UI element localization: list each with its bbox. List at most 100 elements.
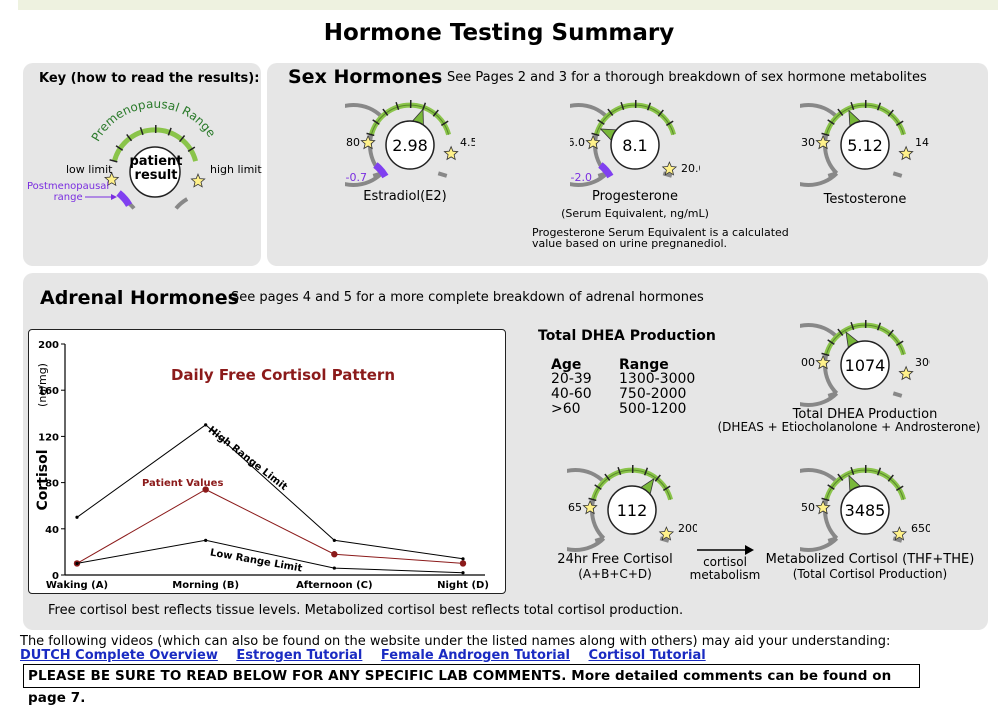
metabolized-cortisol-sublabel: (Total Cortisol Production) <box>755 567 985 581</box>
metabolism-line2: metabolism <box>684 569 766 582</box>
gauge-high-value: 14.00 <box>915 136 930 149</box>
key-center-line2: result <box>120 169 192 183</box>
gauge-post-value: 0.3-2.0 <box>570 171 592 184</box>
video-link-androgen[interactable]: Female Androgen Tutorial <box>381 648 570 663</box>
progesterone-note-line2: value based on urine pregnanediol. <box>532 238 789 249</box>
key-post-range <box>119 193 130 205</box>
gauge-svg: 8.16.020.00.3-2.0 <box>570 90 700 200</box>
gauge-low-value: 500 <box>800 356 815 369</box>
metabolized-cortisol-label: Metabolized Cortisol (THF+THE) <box>755 552 985 567</box>
chart-y-tick-label: 200 <box>38 340 59 351</box>
chart-point <box>75 562 78 565</box>
chart-series-label: Patient Values <box>142 478 223 489</box>
gauge-low-value: 1.80 <box>345 136 360 149</box>
key-post-label: Postmenopausal range <box>27 181 109 203</box>
sex-sub: See Pages 2 and 3 for a thorough breakdo… <box>447 70 927 85</box>
top-bar <box>18 0 998 10</box>
lab-comments-notice: PLEASE BE SURE TO READ BELOW FOR ANY SPE… <box>23 664 920 688</box>
chart-point <box>461 571 464 574</box>
testosterone-gauge: 5.12 2.30 14.00 <box>800 90 930 200</box>
adrenal-footer: Free cortisol best reflects tissue level… <box>48 603 683 618</box>
video-link-cortisol[interactable]: Cortisol Tutorial <box>589 648 706 663</box>
gauge-value: 8.1 <box>622 136 647 155</box>
gauge-low-value: 65 <box>568 501 582 514</box>
metabolism-label: cortisol metabolism <box>684 556 766 582</box>
dhea-gauge-sublabel: (DHEAS + Etiocholanolone + Androsterone) <box>714 420 984 434</box>
gauge-value: 112 <box>617 501 648 520</box>
page-title: Hormone Testing Summary <box>0 20 998 46</box>
gauge-low-value: 2.30 <box>800 136 815 149</box>
chart-point <box>331 551 337 557</box>
gauge-value: 5.12 <box>847 136 883 155</box>
key-center-text: patient result <box>120 155 192 183</box>
chart-point <box>333 539 336 542</box>
key-low-label: low limit <box>66 163 112 176</box>
gauge-high-value: 4.50 <box>460 136 475 149</box>
chart-x-tick-label: Morning (B) <box>172 580 239 591</box>
chart-y-tick-label: 40 <box>45 525 59 536</box>
gauge-value: 2.98 <box>392 136 428 155</box>
key-post-line1: Postmenopausal <box>27 181 109 192</box>
chart-x-tick-label: Afternoon (C) <box>296 580 373 591</box>
key-center-line1: patient <box>120 155 192 169</box>
adrenal-sub: See pages 4 and 5 for a more complete br… <box>231 290 704 305</box>
chart-series-line <box>77 425 463 559</box>
chart-y-unit: (ng/mg) <box>36 363 49 407</box>
gauge-high-star <box>899 147 912 160</box>
key-heading: Key (how to read the results): <box>39 71 259 86</box>
progesterone-gauge: 8.16.020.00.3-2.0 <box>570 90 700 200</box>
chart-point <box>460 560 466 566</box>
progesterone-note: Progesterone Serum Equivalent is a calcu… <box>532 227 789 249</box>
videos-intro: The following videos (which can also be … <box>20 634 890 649</box>
video-links: DUTCH Complete Overview Estrogen Tutoria… <box>20 648 720 663</box>
metabolized-cortisol-gauge: 3485 2750 6500 <box>800 455 930 565</box>
gauge-value: 3485 <box>845 501 886 520</box>
gauge-low-value: 6.0 <box>570 136 585 149</box>
chart-point <box>204 423 207 426</box>
gauge-svg: 2.98 1.80 4.50 0.2-0.7 <box>345 90 475 200</box>
chart-x-tick-label: Waking (A) <box>46 580 108 591</box>
key-post-line2: range <box>27 192 109 203</box>
gauge-low-value: 2750 <box>800 501 815 514</box>
dhea-gauge: 1074 500 3000 <box>800 310 930 420</box>
free-cortisol-sublabel: (A+B+C+D) <box>535 567 695 581</box>
progesterone-label: Progesterone <box>560 189 710 204</box>
key-high-label: high limit <box>210 163 262 176</box>
chart-y-label: Cortisol <box>35 449 51 510</box>
chart-point <box>333 566 336 569</box>
gauge-post-value: 0.2-0.7 <box>345 171 367 184</box>
chart-point <box>461 557 464 560</box>
gauge-high-value: 3000 <box>915 356 930 369</box>
gauge-svg: 3485 2750 6500 <box>800 455 930 565</box>
chart-title: Daily Free Cortisol Pattern <box>171 366 395 384</box>
estradiol-label: Estradiol(E2) <box>330 189 480 204</box>
testosterone-label: Testosterone <box>790 192 940 207</box>
gauge-value: 1074 <box>845 356 886 375</box>
video-link-overview[interactable]: DUTCH Complete Overview <box>20 648 218 663</box>
key-range-label: Premenopausal Range <box>89 97 219 144</box>
gauge-svg: 1074 500 3000 <box>800 310 930 420</box>
dhea-heading: Total DHEA Production <box>538 328 716 344</box>
video-link-estrogen[interactable]: Estrogen Tutorial <box>236 648 362 663</box>
sex-heading: Sex Hormones <box>288 66 442 88</box>
estradiol-gauge: 2.98 1.80 4.50 0.2-0.7 <box>345 90 475 200</box>
gauge-high-star <box>444 147 457 160</box>
chart-series-line <box>77 490 463 564</box>
chart-y-tick-label: 120 <box>38 432 59 443</box>
chart-point <box>204 539 207 542</box>
adrenal-heading: Adrenal Hormones <box>40 287 239 309</box>
gauge-high-star <box>899 367 912 380</box>
chart-point <box>75 516 78 519</box>
progesterone-sublabel: (Serum Equivalent, ng/mL) <box>535 207 735 220</box>
free-cortisol-label: 24hr Free Cortisol <box>535 552 695 567</box>
gauge-high-value: 6500 <box>911 522 930 535</box>
chart-x-tick-label: Night (D) <box>437 580 489 591</box>
